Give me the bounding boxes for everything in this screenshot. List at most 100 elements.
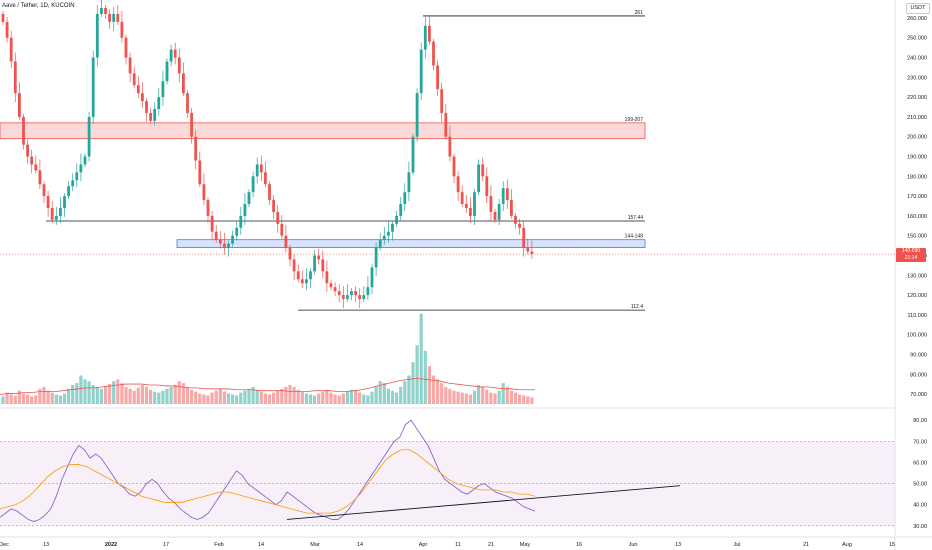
volume-bar	[481, 386, 485, 404]
price-axis-tick: 70.000	[910, 392, 927, 398]
volume-bar	[50, 392, 54, 404]
symbol-title: Aave / Tether, 1D, KUCOIN	[2, 3, 75, 9]
candle-body	[280, 223, 284, 236]
volume-bar	[313, 395, 317, 404]
volume-bar	[30, 396, 34, 404]
candle-body	[120, 21, 124, 38]
volume-bar	[276, 390, 280, 404]
volume-bar	[444, 386, 448, 404]
candle-body	[288, 247, 292, 260]
volume-bar	[198, 393, 202, 404]
price-axis-tick: 130.000	[907, 273, 927, 279]
volume-bar	[354, 390, 358, 404]
volume-bar	[181, 383, 185, 404]
volume-bar	[214, 390, 218, 404]
candle-body	[505, 188, 509, 201]
candle-body	[382, 235, 386, 240]
volume-bar	[132, 390, 136, 404]
candle-body	[42, 184, 46, 197]
volume-bar	[304, 393, 308, 404]
volume-bar	[87, 381, 91, 404]
candle-body	[440, 89, 444, 113]
candle-body	[415, 93, 419, 137]
candle-body	[305, 279, 308, 284]
time-axis-tick: Aug	[842, 542, 852, 548]
candle-body	[173, 49, 177, 58]
candle-body	[218, 239, 222, 244]
candle-body	[112, 13, 116, 22]
volume-bar	[317, 393, 321, 404]
price-axis-tick: 230.000	[907, 75, 927, 81]
volume-bar	[177, 381, 181, 404]
volume-bar	[124, 386, 128, 404]
volume-bar	[284, 386, 288, 404]
time-axis-tick: 2022	[105, 542, 117, 548]
volume-bar	[83, 379, 87, 404]
candle-body	[391, 223, 394, 232]
time-axis-tick: Mar	[310, 542, 320, 548]
volume-bar	[456, 391, 460, 404]
volume-bar	[140, 385, 144, 404]
currency-selector[interactable]: USDT	[906, 3, 930, 14]
volume-bar	[333, 394, 337, 404]
volume-bar	[358, 392, 362, 404]
time-axis-tick: Apr	[419, 542, 428, 548]
level-label: 157.44	[628, 215, 644, 221]
volume-bar	[231, 394, 235, 404]
volume-bar	[325, 389, 329, 404]
bar-countdown: 21:14	[904, 254, 918, 261]
candle-body	[227, 243, 230, 248]
candle-body	[79, 164, 83, 173]
volume-bar	[58, 395, 62, 404]
candle-body	[243, 204, 247, 216]
volume-bar	[362, 394, 366, 404]
volume-ma-line	[0, 377, 535, 395]
candle-body	[1, 13, 5, 22]
volume-bar	[518, 394, 522, 404]
volume-bar	[21, 393, 26, 404]
volume-bar	[399, 386, 403, 404]
candle-body	[387, 231, 390, 236]
candle-body	[501, 188, 505, 205]
candle-body	[366, 287, 370, 296]
volume-bar	[431, 375, 436, 404]
volume-bar	[218, 388, 222, 404]
volume-bar	[235, 395, 239, 404]
volume-bar	[296, 389, 300, 404]
volume-bar	[477, 385, 481, 404]
rsi-trendline	[286, 485, 681, 520]
volume-bar	[144, 386, 149, 404]
candle-body	[284, 235, 288, 248]
candle-body	[321, 259, 325, 272]
candle-body	[432, 41, 435, 66]
candle-body	[350, 291, 353, 296]
volume-bar	[272, 392, 276, 404]
candle-body	[510, 200, 513, 216]
candle-body	[100, 8, 103, 14]
candle-body	[22, 116, 25, 145]
price-axis-tick: 120.000	[907, 293, 927, 299]
candle-body	[362, 295, 366, 300]
time-axis-tick: Jul	[733, 542, 740, 548]
volume-bar	[505, 386, 509, 404]
candle-body	[104, 8, 107, 14]
volume-bar	[226, 393, 231, 404]
level-label: 112.4	[631, 304, 643, 310]
volume-bar	[468, 394, 472, 404]
candle-body	[202, 184, 206, 201]
candle-body	[530, 251, 534, 255]
volume-bar	[423, 350, 427, 404]
time-axis-tick: 13	[675, 542, 681, 548]
volume-bar	[62, 393, 67, 404]
rsi-axis-tick: 40.00	[913, 503, 927, 509]
time-axis-tick: 17	[163, 542, 169, 548]
candle-body	[223, 243, 226, 248]
candle-body	[423, 25, 427, 50]
volume-bar	[292, 386, 296, 404]
price-axis-tick: 170.000	[907, 194, 927, 200]
volume-bar	[370, 391, 374, 404]
candle-body	[108, 13, 111, 22]
volume-bar	[169, 386, 173, 404]
last-price-tag: 140.690 21:14	[896, 248, 926, 262]
